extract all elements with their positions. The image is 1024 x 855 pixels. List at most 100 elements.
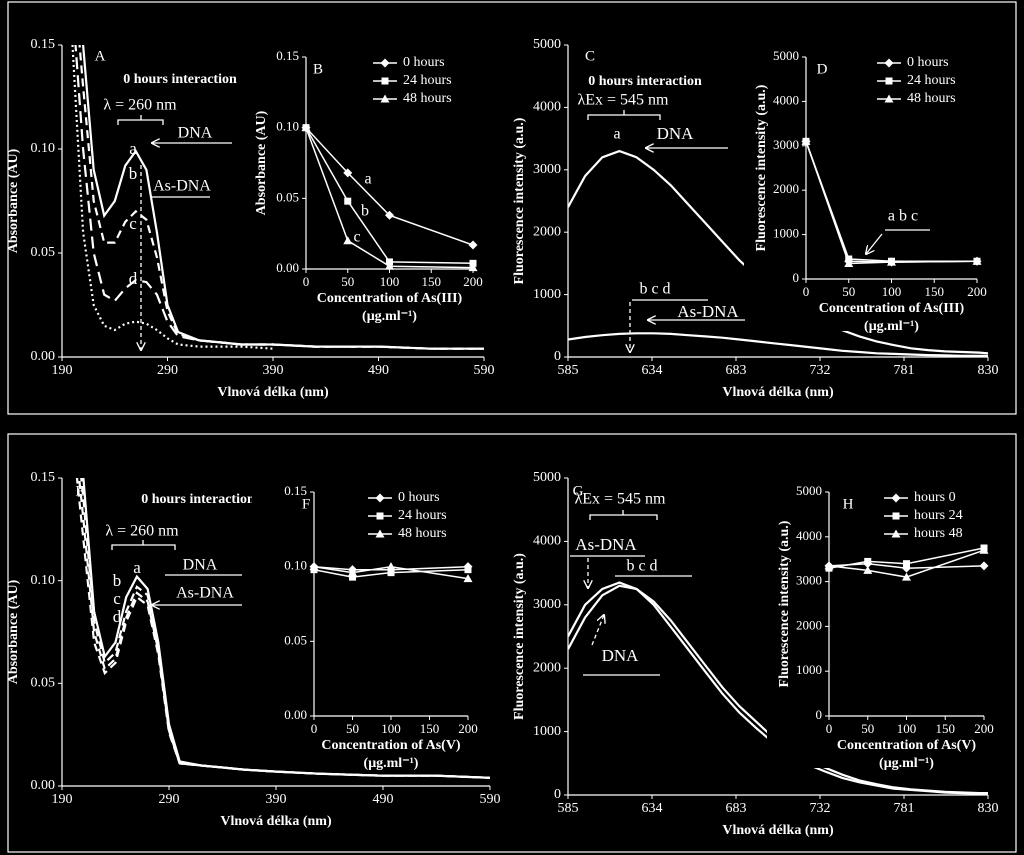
x-tick-label: 100: [897, 721, 917, 736]
x-tick-label: 50: [842, 284, 855, 299]
series-line: [306, 127, 473, 246]
marker: [464, 566, 472, 574]
y-tick-label: 0: [793, 270, 800, 285]
panel-label: E: [75, 483, 84, 499]
annotation: As-DNA: [153, 178, 211, 195]
series-label: b: [113, 571, 122, 590]
legend-label: 24 hours: [907, 73, 956, 88]
annotation: b c d: [639, 281, 670, 298]
series-line: [306, 127, 473, 265]
x-tick-label: 830: [978, 363, 999, 378]
series-line: [806, 141, 977, 265]
x-tick-label: 830: [978, 801, 999, 816]
x-axis-label: Concentration of As(III): [819, 301, 965, 316]
y-tick-label: 1000: [773, 226, 799, 241]
y-tick-label: 0.00: [276, 260, 299, 275]
panel-label: F: [302, 496, 310, 512]
x-tick-label: 590: [474, 363, 495, 378]
x-axis-unit: (μg.ml⁻¹): [362, 309, 417, 324]
annotation: DNA: [183, 557, 218, 574]
x-tick-label: 0: [303, 274, 310, 289]
legend-label: 0 hours: [403, 55, 445, 70]
marker: [375, 529, 385, 538]
x-tick-label: 50: [861, 721, 874, 736]
legend-label: 0 hours: [398, 490, 440, 505]
series-line: [78, 478, 490, 779]
y-tick-label: 2000: [533, 660, 561, 675]
x-tick-label: 50: [346, 721, 359, 736]
y-tick-label: 0.00: [31, 349, 56, 364]
y-tick-label: 0.15: [31, 470, 56, 485]
y-tick-label: 0.00: [31, 778, 56, 793]
x-tick-label: 390: [263, 363, 284, 378]
series-line: [568, 332, 988, 357]
y-axis-label: Absorbance (AU): [6, 579, 21, 684]
chart: 0.00 0.05 0.10 0.15 0 50 100 150 200 Concentratio…: [252, 476, 480, 771]
y-tick-label: 0.10: [31, 573, 56, 588]
series-label: c: [129, 214, 137, 233]
y-tick-label: 0.15: [284, 483, 307, 498]
x-tick-label: 290: [159, 792, 180, 807]
marker: [902, 572, 911, 581]
panel-label: B: [313, 61, 323, 77]
x-tick-label: 200: [974, 721, 994, 736]
y-axis-label: Fluorescence intensity (a.u.): [754, 84, 769, 251]
marker: [972, 256, 982, 265]
panel-frame: [7, 1, 1017, 415]
marker: [979, 561, 989, 571]
annotation: DNA: [178, 125, 213, 142]
panel-label: D: [817, 61, 828, 77]
annotation: λEx = 545 nm: [578, 92, 670, 109]
x-tick-label: 590: [480, 792, 501, 807]
y-tick-label: 0.05: [284, 632, 307, 647]
series-label: c: [113, 589, 121, 608]
marker: [387, 569, 395, 577]
annotation: b c d: [626, 558, 657, 575]
y-tick-label: 5000: [796, 483, 822, 498]
series-line: [314, 565, 468, 580]
x-axis-label: Concentration of As(V): [837, 738, 977, 753]
marker: [892, 512, 900, 520]
x-tick-label: 290: [157, 363, 178, 378]
marker: [887, 257, 896, 266]
y-tick-label: 0.00: [284, 707, 307, 722]
series-label: a: [129, 139, 137, 158]
chart: 0 1000 2000 3000 4000 5000 0 50 100 150 200 Fluores…: [744, 41, 989, 334]
x-tick-label: 732: [810, 363, 831, 378]
annotation: 0 hours interaction: [141, 492, 255, 507]
charts: 0.00 0.05 0.10 0.15 190 290 390 490 590 Absorbanc…: [6, 37, 999, 838]
y-tick-label: 4000: [796, 528, 822, 543]
x-axis-label: Vlnová délka (nm): [722, 823, 834, 838]
marker: [891, 493, 901, 503]
y-tick-label: 0: [554, 787, 561, 802]
annotation: 0 hours interaction: [123, 72, 237, 87]
marker: [385, 210, 394, 220]
y-tick-label: 0.05: [276, 189, 299, 204]
x-tick-label: 190: [52, 363, 73, 378]
x-tick-label: 781: [894, 801, 915, 816]
legend-label: 0 hours: [907, 55, 949, 70]
x-tick-label: 490: [368, 363, 389, 378]
marker: [349, 573, 356, 581]
marker: [301, 123, 311, 132]
x-tick-label: 190: [52, 792, 73, 807]
panel-frame: [7, 433, 1017, 853]
y-tick-label: 0: [816, 707, 823, 722]
y-axis-label: Fluorescence intensity (a.u.): [512, 553, 527, 720]
marker: [343, 236, 353, 245]
y-tick-label: 0.10: [276, 119, 299, 134]
x-tick-label: 781: [894, 363, 915, 378]
series-label: a: [133, 558, 141, 577]
y-tick-label: 0.15: [31, 37, 56, 52]
x-tick-label: 200: [967, 284, 987, 299]
legend-label: hours 24: [914, 508, 963, 523]
panel-label: A: [95, 48, 106, 64]
y-tick-label: 0.05: [31, 245, 56, 260]
x-tick-label: 150: [936, 721, 956, 736]
annotation: λ = 260 nm: [103, 97, 177, 114]
y-tick-label: 3000: [773, 137, 799, 152]
marker: [385, 261, 394, 270]
y-axis-label: Absorbance (AU): [6, 148, 21, 253]
x-axis-unit: (μg.ml⁻¹): [879, 756, 934, 771]
